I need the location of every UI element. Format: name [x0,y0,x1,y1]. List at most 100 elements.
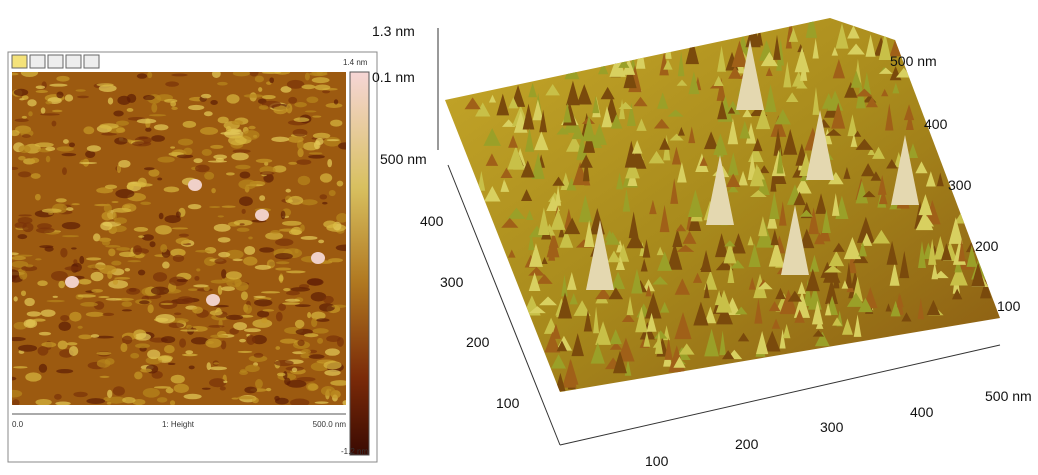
peak [856,216,875,243]
grain [153,124,169,131]
tool-zoom-out[interactable] [83,54,100,69]
grain [243,94,264,98]
grain [96,359,111,368]
peak [558,292,573,319]
grain [60,247,68,258]
peak [812,87,820,115]
grain [20,290,27,297]
grain [273,105,288,115]
peak [564,60,580,80]
peak [635,41,646,69]
peak [644,292,662,319]
peak [551,323,561,339]
grain [142,387,160,398]
grain [217,215,224,218]
grain [234,277,241,287]
peak [685,37,699,65]
grain [18,344,38,352]
peak [725,173,741,188]
peak [805,18,818,38]
grain [231,397,239,400]
grain [55,401,71,405]
peak [528,243,543,267]
peak [844,82,858,98]
grain [75,89,86,92]
grain [209,366,228,371]
grain [157,177,163,181]
peak [569,293,578,305]
grain [336,213,346,223]
grain [183,147,193,156]
grain [323,295,334,304]
peak [536,274,553,284]
peak [896,294,904,308]
peak [763,330,781,352]
tool-ruler[interactable] [11,54,28,69]
grain [283,288,291,292]
peak [692,272,703,283]
tool-zoom[interactable] [47,54,64,69]
grain [326,335,341,343]
peak [615,256,625,270]
tall-peak [586,220,614,290]
grain [80,302,98,307]
peak [622,188,631,212]
peak [566,80,580,106]
peak [607,250,621,263]
peak [770,115,787,137]
peak [917,241,926,268]
grain [50,270,68,281]
grain [324,369,341,376]
grain [217,285,223,296]
grain [18,145,31,154]
peak [643,331,651,347]
grain [225,125,232,132]
peak [652,276,669,285]
grain [177,138,194,146]
peak [676,79,688,86]
peak [858,241,867,257]
grain [254,299,273,307]
scale-max: 1.4 nm [343,58,368,67]
peak [853,314,862,337]
grain [165,81,179,87]
tool-zoom-in[interactable] [65,54,82,69]
grain [164,215,181,224]
peak [677,161,687,183]
grain [221,205,236,208]
peak [520,160,535,178]
grain [86,398,106,404]
peak [656,246,664,256]
peak [563,103,572,123]
grain [240,291,248,301]
right-axis-label: 200 [975,238,999,254]
peak [812,329,825,337]
peak [852,251,869,264]
grain [256,310,270,318]
front-axis-label: 300 [820,419,844,435]
grain [246,335,256,345]
tall-peak [806,110,834,180]
grain [18,214,32,217]
z-bottom: 0.1 nm [372,69,415,85]
grain [203,111,213,117]
grain [52,109,63,113]
peak [704,328,719,357]
peak [727,184,739,193]
grain [147,349,161,360]
peak [558,226,565,238]
grain [306,96,319,104]
grain [182,120,197,128]
grain [195,249,211,253]
peak [611,271,626,290]
grain [175,211,181,218]
peak [715,289,733,313]
grain [30,173,41,179]
peak [747,235,754,246]
grain [248,355,268,362]
grain [167,362,176,366]
grain [181,353,198,357]
peak [598,62,609,75]
grain [35,90,48,93]
tool-pan[interactable] [29,54,46,69]
